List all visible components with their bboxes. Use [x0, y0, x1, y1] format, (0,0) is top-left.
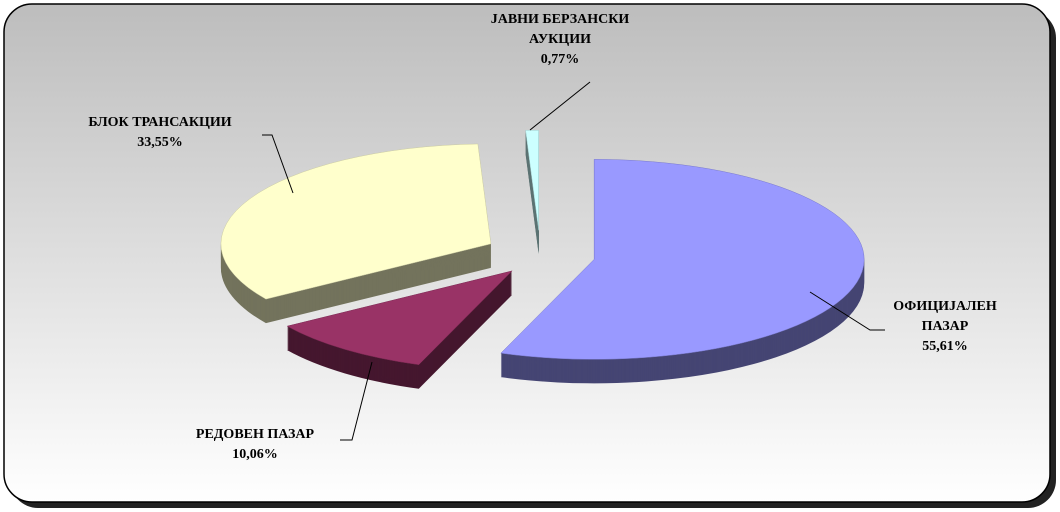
category-label: ЈАВНИ БЕРЗАНСКИ АУКЦИИ — [490, 12, 630, 47]
data-label: БЛОК ТРАНСАКЦИИ 33,55% — [60, 113, 260, 153]
leader-line — [529, 81, 591, 131]
data-label: РЕДОВЕН ПАЗАР 10,06% — [165, 425, 345, 465]
value-label: 10,06% — [232, 447, 278, 462]
leader-line — [340, 361, 373, 441]
value-label: 33,55% — [137, 135, 183, 150]
pie-slice — [286, 270, 513, 365]
leader-line — [262, 134, 294, 194]
data-label: ОФИЦИЈАЛЕН ПАЗАР 55,61% — [885, 297, 1005, 357]
pie-slice — [220, 143, 492, 300]
pie-slice — [525, 130, 539, 231]
slice-tops — [220, 130, 865, 365]
value-label: 0,77% — [540, 52, 580, 67]
value-label: 55,61% — [922, 339, 968, 354]
plot-background — [3, 3, 1051, 503]
data-label: ЈАВНИ БЕРЗАНСКИ АУКЦИИ 0,77% — [485, 10, 635, 70]
category-label: ОФИЦИЈАЛЕН ПАЗАР — [893, 299, 997, 334]
pie-slice — [500, 159, 865, 360]
category-label: БЛОК ТРАНСАКЦИИ — [88, 115, 232, 130]
category-label: РЕДОВЕН ПАЗАР — [195, 427, 315, 442]
leader-line — [809, 291, 885, 331]
